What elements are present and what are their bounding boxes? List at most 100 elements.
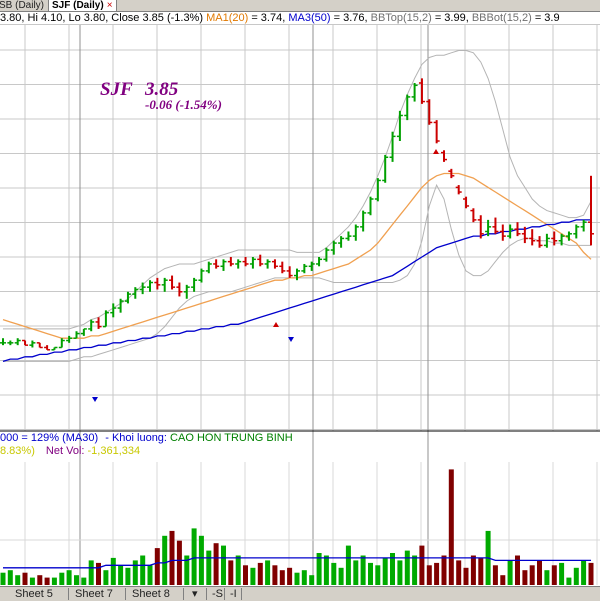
- price-bar: [102, 310, 109, 328]
- price-bar: [543, 233, 550, 248]
- volume-bar: [485, 530, 491, 585]
- price-bar: [7, 340, 14, 346]
- volume-bar: [397, 560, 403, 585]
- ma20-line: [2, 172, 592, 339]
- ma1-value: = 3.74,: [251, 12, 286, 24]
- chart-tab-bar: SB (Daily) SJF (Daily) ×: [0, 0, 600, 12]
- volume-bar: [0, 572, 6, 585]
- volume-bar: [301, 570, 307, 585]
- tab-i-button[interactable]: -I: [230, 588, 237, 600]
- price-bar: [330, 240, 337, 255]
- price-bar: [485, 219, 492, 237]
- volume-header: 000 = 129% (MA30) - Khoi luong: CAO HON …: [0, 432, 600, 460]
- volume-bar: [140, 555, 146, 585]
- net-vol-value: -1,361,334: [87, 445, 141, 457]
- price-bar: [66, 335, 73, 343]
- volume-bar: [426, 565, 432, 585]
- tab-add-button[interactable]: ▾: [192, 588, 198, 600]
- price-bar: [161, 277, 168, 292]
- moving-averages: [2, 172, 592, 363]
- volume-bar: [551, 565, 557, 585]
- volume-bar: [419, 545, 425, 585]
- price-bar: [117, 298, 124, 313]
- price-bar: [367, 196, 374, 216]
- volume-bar: [331, 562, 337, 585]
- volume-bar: [206, 550, 212, 585]
- price-bar: [352, 224, 359, 241]
- price-bars: [0, 78, 594, 351]
- price-bar: [323, 247, 330, 262]
- price-bar: [36, 342, 43, 349]
- tab-separator: [125, 588, 126, 600]
- tab-sheet-7[interactable]: Sheet 7: [75, 588, 113, 600]
- volume-bar: [235, 555, 241, 585]
- tab-s-button[interactable]: -S: [212, 588, 223, 600]
- volume-bar: [412, 555, 418, 585]
- volume-bar: [492, 565, 498, 585]
- volume-ma: [3, 557, 591, 569]
- volume-bar: [15, 575, 21, 585]
- volume-bar: [375, 565, 381, 585]
- volume-bar: [96, 562, 101, 585]
- tab-sheet-8[interactable]: Sheet 8: [132, 588, 170, 600]
- volume-bar: [382, 557, 388, 585]
- price-bar: [455, 185, 462, 195]
- volume-bar: [66, 570, 72, 585]
- volume-bar: [323, 555, 329, 585]
- volume-bar: [463, 567, 469, 585]
- price-bar: [308, 261, 315, 271]
- net-vol-pct: 8.83%): [0, 445, 35, 457]
- price-bar: [433, 120, 440, 144]
- price-bar: [249, 257, 256, 269]
- bb-top-line: [3, 50, 592, 330]
- volume-bar: [243, 565, 248, 585]
- volume-bar: [573, 567, 579, 585]
- price-bar: [257, 254, 264, 267]
- price-bar: [132, 287, 139, 299]
- volume-bar: [250, 567, 256, 585]
- volume-grid: [0, 462, 600, 585]
- price-bar: [73, 331, 80, 339]
- price-bar: [301, 263, 308, 274]
- volume-bar: [500, 575, 506, 585]
- price-bar: [286, 266, 293, 278]
- volume-bar: [118, 565, 124, 585]
- ma3-label: MA3(50): [288, 12, 331, 24]
- close-icon[interactable]: ×: [106, 0, 113, 11]
- price-bar: [396, 110, 403, 141]
- volume-bar: [51, 577, 57, 585]
- tab-sjf-daily[interactable]: SJF (Daily) ×: [48, 0, 117, 11]
- tab-separator: [183, 588, 184, 600]
- volume-bar: [588, 562, 594, 585]
- volume-bar: [132, 560, 138, 585]
- price-bar: [551, 231, 558, 246]
- price-bar: [536, 236, 543, 248]
- tab-sheet-5[interactable]: Sheet 5: [15, 588, 53, 600]
- price-bar: [44, 345, 51, 351]
- price-bar: [507, 224, 514, 239]
- volume-bar: [360, 555, 366, 585]
- price-bar: [58, 338, 65, 349]
- price-bar: [588, 175, 594, 246]
- tab-sjf-daily-label: SJF (Daily): [52, 0, 104, 11]
- overlay-symbol: SJF: [100, 79, 133, 100]
- indicator-info-bar: 3.80, Hi 4.10, Lo 3.80, Close 3.85 (-1.3…: [0, 12, 600, 25]
- signal-arrows: [92, 149, 439, 402]
- price-grid: [0, 25, 600, 585]
- volume-header-line1: 000 = 129% (MA30) - Khoi luong: CAO HON …: [0, 432, 600, 445]
- tab-sb-daily[interactable]: SB (Daily): [0, 0, 45, 11]
- volume-bar: [279, 570, 285, 585]
- price-bar: [448, 168, 455, 179]
- price-bar: [264, 259, 271, 269]
- volume-bar: [434, 562, 440, 585]
- price-bar: [492, 217, 499, 234]
- price-bar: [14, 338, 21, 346]
- price-bar: [191, 277, 198, 292]
- price-bar: [154, 277, 161, 290]
- volume-bar: [309, 575, 315, 585]
- price-bar: [316, 257, 323, 267]
- volume-bar: [581, 560, 587, 585]
- up-arrow-icon: [288, 337, 294, 342]
- price-bar: [147, 280, 153, 292]
